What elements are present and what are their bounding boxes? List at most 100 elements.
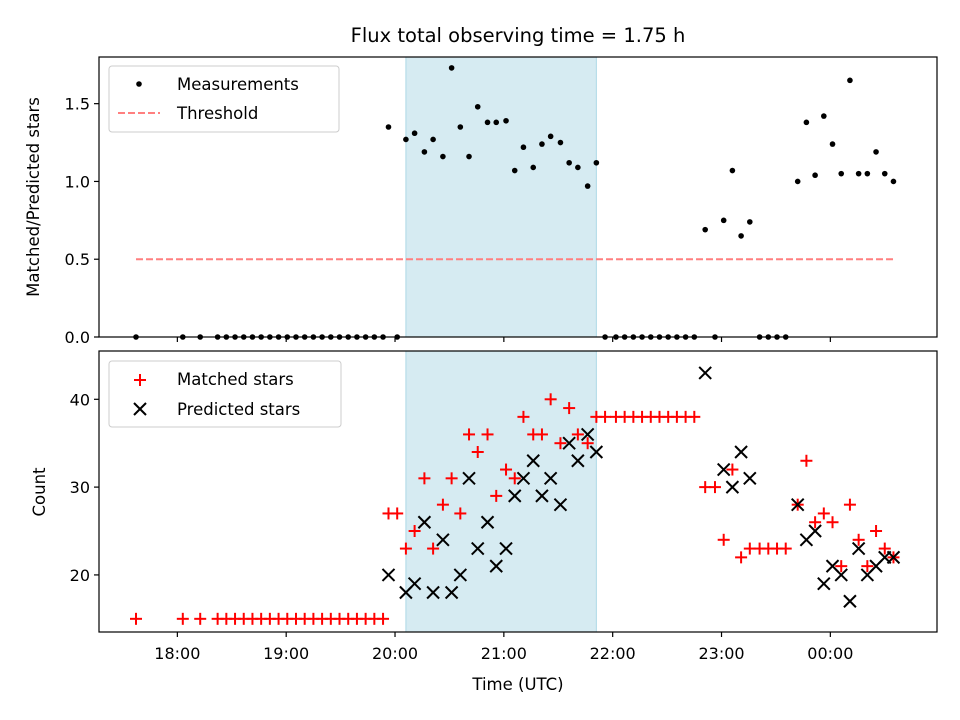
matched-star-point: [817, 507, 830, 520]
predicted-star-point: [480, 515, 495, 529]
top-y-axis-label: Matched/Predicted stars: [24, 97, 43, 297]
matched-star-point: [599, 410, 612, 423]
bottom-x-axis: 18:00 19:00 20:00 21:00 22:00 23:00 00:00: [154, 632, 853, 663]
matched-star-point: [408, 525, 421, 538]
measurement-point: [539, 141, 545, 147]
predicted-star-point: [580, 427, 595, 442]
predicted-star-point: [734, 445, 748, 459]
measurement-point: [873, 149, 879, 155]
matched-star-point: [571, 428, 584, 441]
y-tick-label: 1.5: [65, 95, 90, 114]
predicted-star-point: [444, 585, 459, 600]
predicted-star-point: [516, 471, 531, 486]
predicted-star-point: [407, 576, 422, 591]
measurement-point: [881, 170, 888, 177]
measurement-point: [747, 219, 753, 225]
predicted-star-point: [453, 568, 468, 582]
y-tick-label: 30: [70, 478, 90, 497]
predicted-stars-points: [381, 366, 901, 608]
measurement-point: [421, 149, 428, 155]
matched-star-point: [427, 542, 440, 555]
measurement-point: [729, 167, 736, 174]
matched-star-point: [870, 525, 883, 538]
measurement-point: [566, 159, 572, 166]
measurement-point: [803, 119, 810, 126]
measurement-point: [821, 113, 827, 119]
x-tick-label: 18:00: [154, 644, 200, 663]
measurement-point: [385, 124, 392, 130]
top-legend-box: [108, 65, 340, 133]
matched-star-point: [581, 437, 594, 450]
matched-star-point: [481, 428, 494, 441]
matched-star-point: [535, 428, 548, 441]
matched-star-point: [418, 472, 431, 485]
y-tick-label: 1.0: [65, 172, 90, 191]
predicted-star-point: [851, 541, 866, 556]
measurement-point: [864, 170, 871, 177]
bottom-legend-box: [108, 360, 342, 428]
x-tick-label: 00:00: [807, 644, 853, 663]
predicted-star-point: [489, 559, 503, 573]
measurement-point: [794, 178, 801, 185]
measurement-point: [738, 233, 744, 239]
measurement-point: [890, 178, 897, 185]
chart-title: Flux total observing time = 1.75 h: [351, 24, 686, 47]
predicted-star-point: [543, 471, 558, 486]
predicted-star-point: [817, 576, 831, 591]
x-tick-label: 20:00: [372, 644, 418, 663]
predicted-star-point: [790, 497, 805, 512]
predicted-star-point: [381, 568, 396, 582]
measurement-point: [403, 136, 409, 143]
matched-star-point: [463, 428, 476, 441]
matched-star-point: [735, 551, 748, 564]
measurement-point: [530, 164, 537, 171]
y-tick-label: 40: [70, 390, 90, 409]
ratio-panel: 0.0 0.5 1.0 1.5 Matched/Predicted stars Mea…: [24, 56, 938, 347]
legend-threshold-label: Threshold: [176, 104, 258, 123]
matched-star-point: [726, 463, 739, 476]
top-y-axis: 0.0 0.5 1.0 1.5: [65, 95, 99, 347]
matched-star-point: [471, 445, 484, 458]
measurement-point: [575, 164, 581, 171]
measurement-point: [838, 170, 845, 177]
predicted-star-point: [526, 454, 540, 468]
predicted-star-point: [725, 480, 740, 494]
bottom-axes-frame: [98, 350, 938, 633]
measurement-point: [411, 130, 418, 137]
matched-star-point: [490, 489, 503, 502]
y-tick-label: 0.0: [65, 328, 90, 347]
predicted-star-point: [698, 366, 712, 380]
predicted-star-point: [508, 489, 522, 503]
matched-star-point: [500, 463, 513, 476]
matched-star-point: [878, 542, 891, 555]
x-tick-label: 23:00: [698, 644, 744, 663]
measurement-point: [448, 65, 455, 71]
measurement-point: [503, 117, 509, 124]
legend-matched-label: Matched stars: [177, 370, 294, 389]
matched-star-point: [835, 560, 848, 573]
measurement-point: [829, 141, 836, 147]
measurement-point: [847, 77, 853, 84]
x-tick-label: 19:00: [263, 644, 309, 663]
measurement-point: [466, 153, 472, 160]
observing-window-span-top: [405, 56, 597, 338]
matched-star-point: [544, 393, 557, 406]
matched-star-point: [176, 612, 189, 625]
measurement-point: [520, 144, 527, 151]
top-legend: Measurements Threshold: [108, 65, 340, 133]
matched-star-point: [399, 542, 412, 555]
matched-star-point: [779, 542, 792, 555]
matched-star-point: [688, 410, 701, 423]
x-tick-label: 22:00: [590, 644, 636, 663]
bottom-y-axis-label: Count: [30, 467, 49, 517]
predicted-star-point: [808, 524, 822, 538]
measurement-point: [855, 170, 862, 177]
measurement-point: [493, 119, 500, 126]
predicted-star-point: [562, 436, 576, 450]
predicted-star-point: [716, 462, 731, 477]
measurement-points: [133, 65, 897, 340]
measurement-point: [547, 133, 554, 140]
matched-star-point: [517, 410, 530, 423]
measurement-point: [457, 124, 464, 130]
